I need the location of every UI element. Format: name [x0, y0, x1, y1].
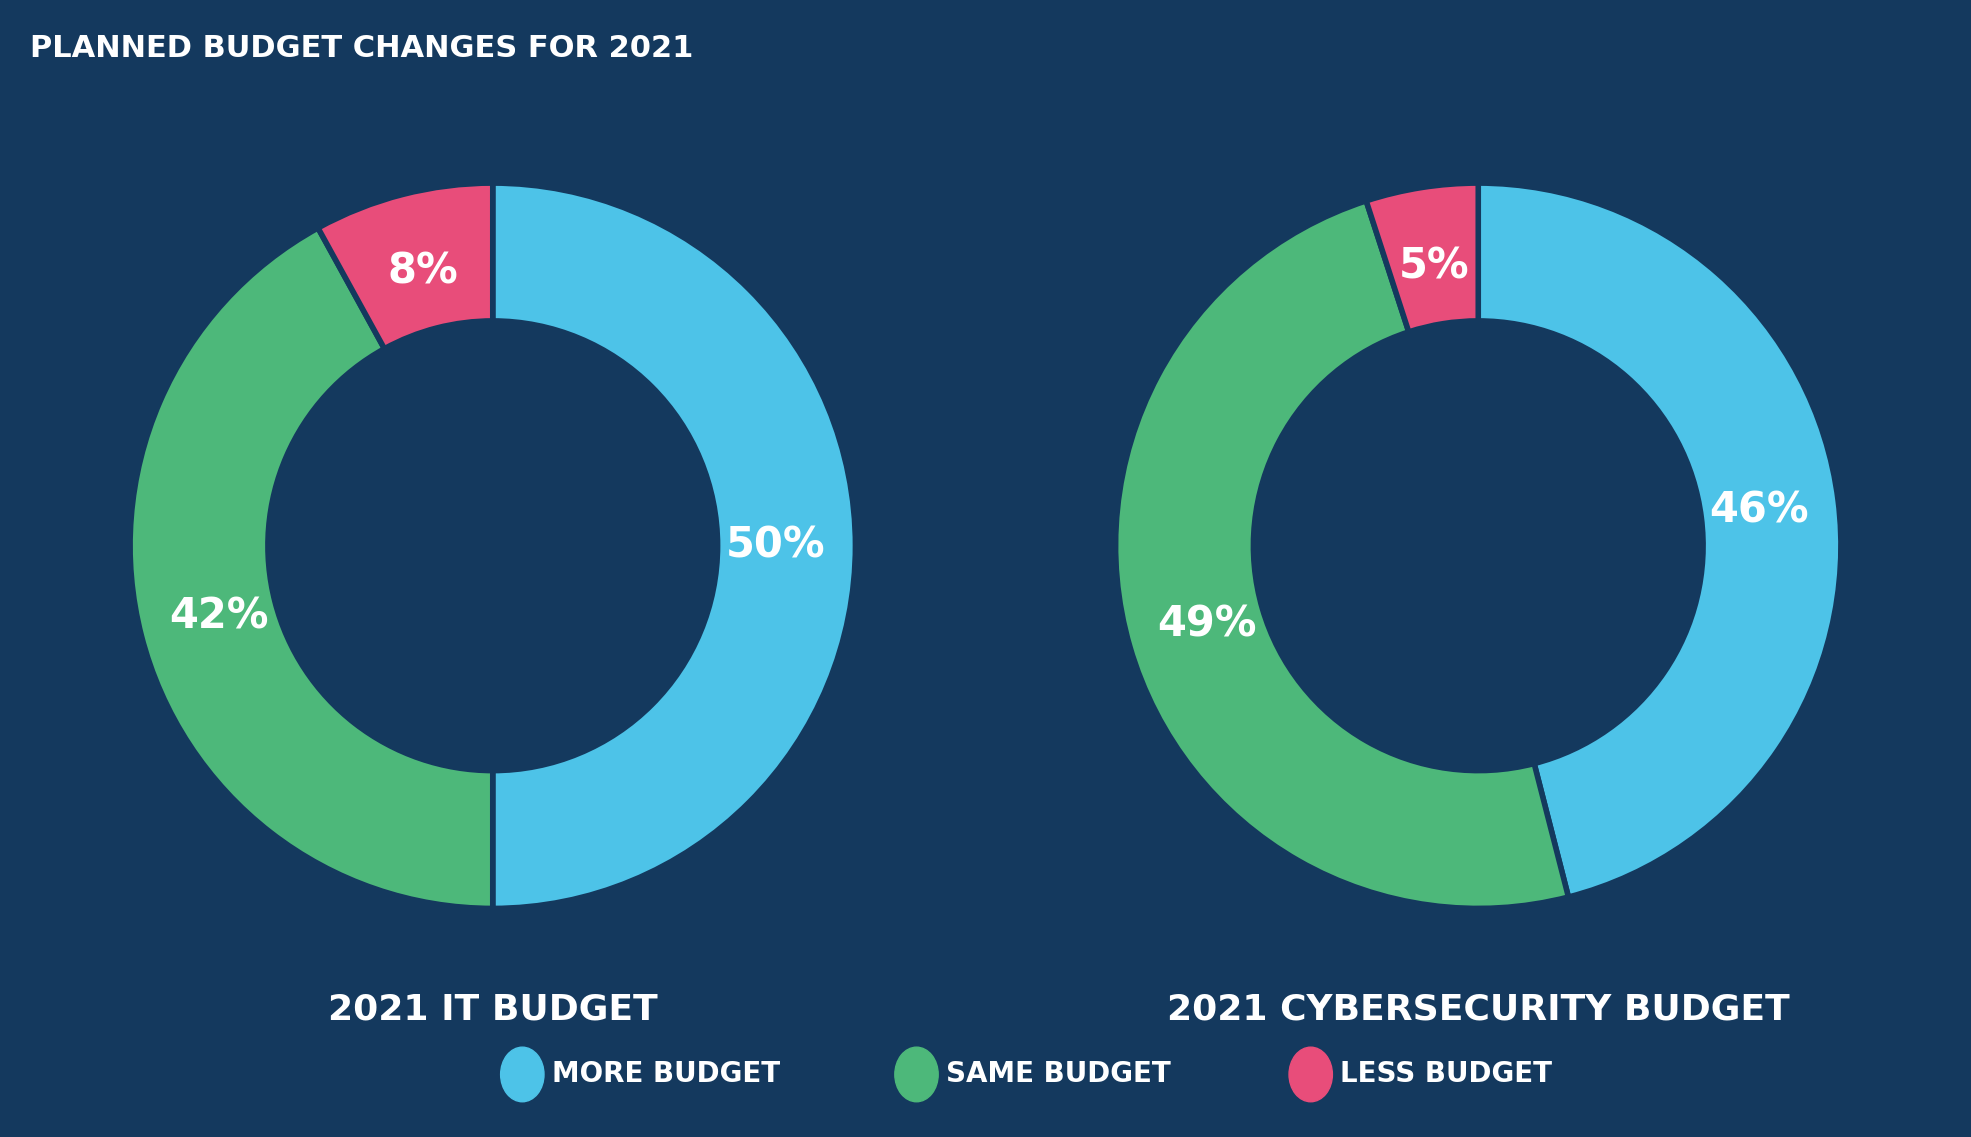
Text: 42%: 42% — [170, 595, 268, 637]
Text: PLANNED BUDGET CHANGES FOR 2021: PLANNED BUDGET CHANGES FOR 2021 — [30, 34, 694, 64]
Text: 8%: 8% — [386, 251, 457, 292]
Wedge shape — [317, 183, 493, 349]
Text: SAME BUDGET: SAME BUDGET — [946, 1061, 1171, 1088]
Text: 46%: 46% — [1709, 489, 1809, 531]
Text: MORE BUDGET: MORE BUDGET — [552, 1061, 781, 1088]
Text: 5%: 5% — [1399, 246, 1468, 288]
Text: 50%: 50% — [725, 525, 826, 566]
Text: LESS BUDGET: LESS BUDGET — [1340, 1061, 1553, 1088]
Wedge shape — [1366, 183, 1478, 332]
Text: 2021 IT BUDGET: 2021 IT BUDGET — [327, 993, 658, 1027]
Wedge shape — [493, 183, 855, 908]
Text: 49%: 49% — [1157, 604, 1256, 646]
Wedge shape — [1116, 201, 1569, 908]
Wedge shape — [130, 227, 493, 908]
Wedge shape — [1478, 183, 1841, 897]
Text: 2021 CYBERSECURITY BUDGET: 2021 CYBERSECURITY BUDGET — [1167, 993, 1790, 1027]
